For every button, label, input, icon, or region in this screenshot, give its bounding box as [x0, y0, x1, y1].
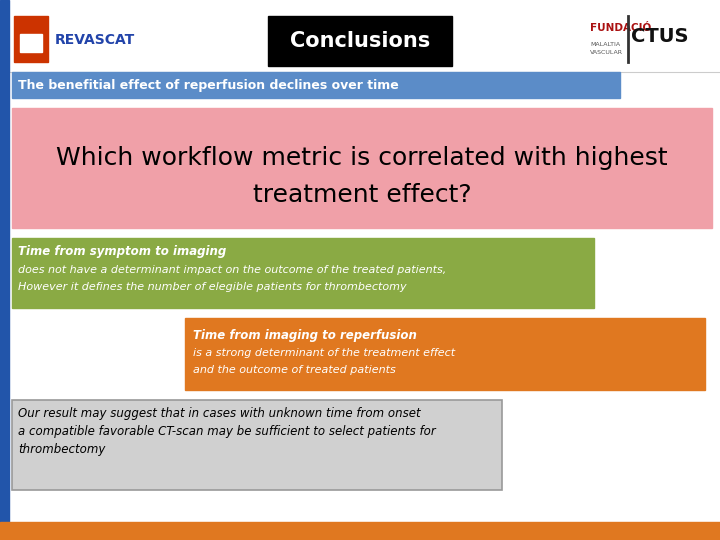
Text: VASCULAR: VASCULAR — [590, 50, 623, 55]
Text: is a strong determinant of the treatment effect: is a strong determinant of the treatment… — [193, 348, 455, 358]
Text: treatment effect?: treatment effect? — [253, 183, 472, 207]
Text: Time from symptom to imaging: Time from symptom to imaging — [18, 246, 226, 259]
Text: thrombectomy: thrombectomy — [18, 443, 105, 456]
Bar — [12, 108, 712, 228]
Text: Time from imaging to reperfusion: Time from imaging to reperfusion — [193, 328, 417, 341]
Bar — [14, 16, 48, 62]
Bar — [0, 522, 720, 540]
Bar — [185, 318, 705, 390]
Bar — [12, 400, 502, 490]
Bar — [12, 238, 594, 308]
Text: CTUS: CTUS — [631, 26, 688, 45]
Bar — [0, 0, 9, 540]
Text: does not have a determinant impact on the outcome of the treated patients,: does not have a determinant impact on th… — [18, 265, 446, 275]
Text: and the outcome of treated patients: and the outcome of treated patients — [193, 365, 396, 375]
Text: a compatible favorable CT-scan may be sufficient to select patients for: a compatible favorable CT-scan may be su… — [18, 426, 436, 438]
Text: However it defines the number of elegible patients for thrombectomy: However it defines the number of elegibl… — [18, 282, 407, 292]
Bar — [20, 34, 42, 52]
Text: Our result may suggest that in cases with unknown time from onset: Our result may suggest that in cases wit… — [18, 408, 420, 421]
Text: FUNDACIÓ: FUNDACIÓ — [590, 23, 652, 33]
Text: Conclusions: Conclusions — [290, 31, 430, 51]
Text: REVASCAT: REVASCAT — [55, 33, 135, 47]
Text: The benefitial effect of reperfusion declines over time: The benefitial effect of reperfusion dec… — [18, 78, 399, 91]
Bar — [268, 16, 452, 66]
Bar — [12, 72, 620, 98]
Text: MALALTIA: MALALTIA — [590, 42, 620, 46]
Text: Which workflow metric is correlated with highest: Which workflow metric is correlated with… — [56, 146, 668, 170]
